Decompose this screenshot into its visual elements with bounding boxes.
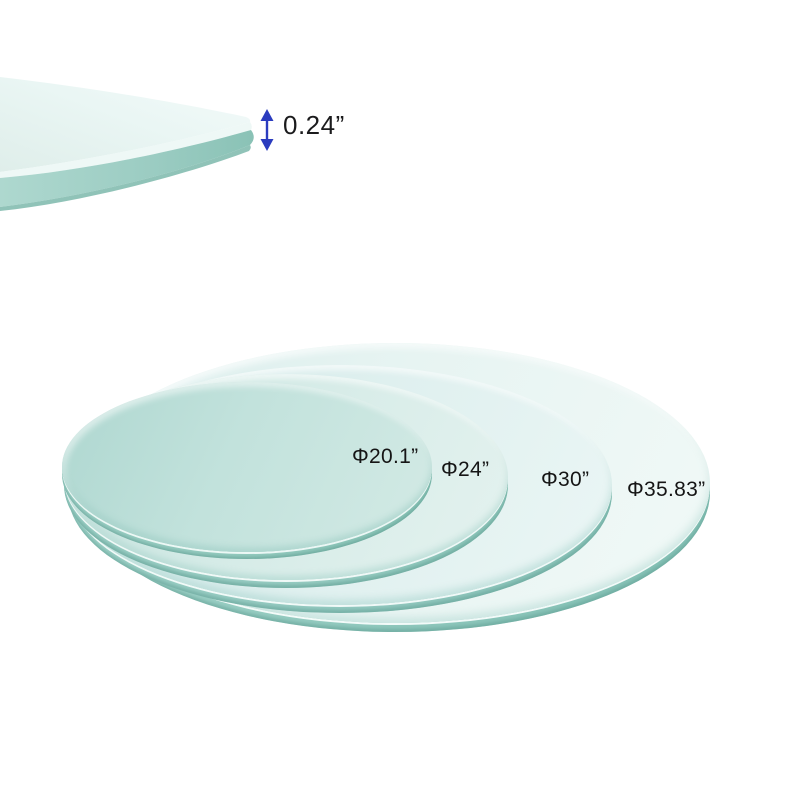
disc-label-35-83in: Φ35.83” <box>627 478 706 501</box>
thickness-arrow-icon <box>260 109 274 151</box>
glass-edge-shadow-line <box>0 145 251 211</box>
disc-surface <box>62 382 432 552</box>
glass-bevel-highlight <box>0 122 252 178</box>
disc-label-30in: Φ30” <box>541 468 590 491</box>
disc-label-24in: Φ24” <box>441 458 490 481</box>
thickness-label: 0.24” <box>283 110 345 140</box>
glass-side-edge <box>0 130 254 207</box>
glass-top-surface <box>0 77 251 172</box>
disc-label-20-1in: Φ20.1” <box>352 445 419 468</box>
glass-disc-20-1in <box>62 382 432 559</box>
glass-edge-closeup <box>0 77 254 211</box>
